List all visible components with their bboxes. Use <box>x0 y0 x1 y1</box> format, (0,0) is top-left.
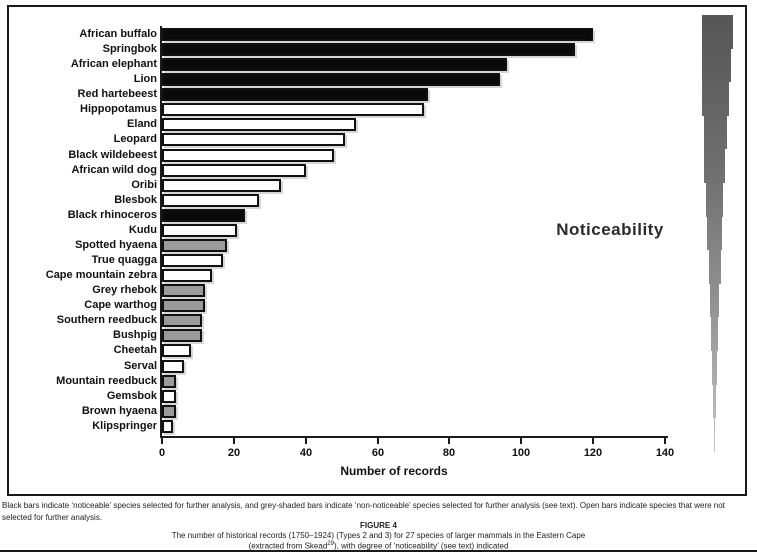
x-tick-label-20: 20 <box>227 447 241 459</box>
bar-klipspringer <box>162 420 173 433</box>
figure-border-box <box>7 5 747 496</box>
category-label-southern-reedbuck: Southern reedbuck <box>56 314 157 326</box>
caption-line2: (extracted from Skead29), with degree of… <box>0 541 757 551</box>
bar-bushpig <box>162 329 202 342</box>
bar-southern-reedbuck <box>162 314 202 327</box>
bar-gemsbok <box>162 390 176 403</box>
bar-black-wildebeest <box>162 149 334 162</box>
bar-eland <box>162 118 356 131</box>
x-tick-label-40: 40 <box>299 447 313 459</box>
x-tick-label-80: 80 <box>442 447 456 459</box>
y-axis-line <box>160 26 162 438</box>
bar-kudu <box>162 224 237 237</box>
bar-hippopotamus <box>162 103 424 116</box>
category-label-african-elephant: African elephant <box>70 58 157 70</box>
x-tick-label-60: 60 <box>371 447 385 459</box>
caption-line1: The number of historical records (1750–1… <box>171 531 586 540</box>
figure-label: FIGURE 4 <box>360 521 397 530</box>
category-label-klipspringer: Klipspringer <box>92 420 157 432</box>
category-label-bushpig: Bushpig <box>113 329 157 341</box>
x-tick-80 <box>448 438 450 444</box>
category-label-cape-warthog: Cape warthog <box>84 299 157 311</box>
category-label-black-rhinoceros: Black rhinoceros <box>67 209 157 221</box>
bar-blesbok <box>162 194 259 207</box>
x-tick-120 <box>592 438 594 444</box>
x-axis-line <box>160 436 668 438</box>
category-label-grey-rhebok: Grey rhebok <box>92 284 157 296</box>
bar-lion <box>162 73 500 86</box>
x-tick-label-140: 140 <box>655 447 675 459</box>
bar-cheetah <box>162 344 191 357</box>
category-label-gemsbok: Gemsbok <box>106 390 157 402</box>
bar-cape-mountain-zebra <box>162 269 212 282</box>
bar-leopard <box>162 133 345 146</box>
bar-oribi <box>162 179 281 192</box>
category-label-cheetah: Cheetah <box>113 344 157 356</box>
category-label-leopard: Leopard <box>113 133 157 145</box>
caption-note: Black bars indicate ‘noticeable’ species… <box>2 501 725 522</box>
bar-red-hartebeest <box>162 88 428 101</box>
bar-african-elephant <box>162 58 507 71</box>
x-tick-label-120: 120 <box>583 447 603 459</box>
x-tick-20 <box>233 438 235 444</box>
caption-line2-text: (extracted from Skead <box>248 541 328 551</box>
bar-spotted-hyaena <box>162 239 227 252</box>
bottom-rule <box>0 550 757 552</box>
x-tick-label-0: 0 <box>158 447 166 459</box>
bar-mountain-reedbuck <box>162 375 176 388</box>
x-tick-40 <box>305 438 307 444</box>
category-label-african-buffalo: African buffalo <box>79 28 157 40</box>
bar-springbok <box>162 43 575 56</box>
category-label-red-hartebeest: Red hartebeest <box>77 88 157 100</box>
noticeability-label: Noticeability <box>556 220 664 239</box>
x-tick-60 <box>377 438 379 444</box>
category-label-black-wildebeest: Black wildebeest <box>68 149 157 161</box>
category-label-hippopotamus: Hippopotamus <box>80 103 157 115</box>
caption-line2-text-end: ), with degree of ‘noticeability’ (see t… <box>333 541 509 551</box>
category-label-serval: Serval <box>123 360 157 372</box>
category-label-oribi: Oribi <box>131 179 157 191</box>
bar-serval <box>162 360 184 373</box>
bar-true-quagga <box>162 254 223 267</box>
caption-reference-superscript: 29 <box>327 541 334 547</box>
bar-grey-rhebok <box>162 284 205 297</box>
category-label-blesbok: Blesbok <box>114 194 157 206</box>
category-label-springbok: Springbok <box>102 43 157 55</box>
bar-african-wild-dog <box>162 164 306 177</box>
x-tick-100 <box>520 438 522 444</box>
bar-brown-hyaena <box>162 405 176 418</box>
category-label-cape-mountain-zebra: Cape mountain zebra <box>45 269 157 281</box>
x-tick-label-100: 100 <box>511 447 531 459</box>
category-label-lion: Lion <box>133 73 157 85</box>
category-label-eland: Eland <box>127 118 157 130</box>
bar-cape-warthog <box>162 299 205 312</box>
category-label-kudu: Kudu <box>128 224 157 236</box>
x-tick-0 <box>161 438 163 444</box>
category-label-brown-hyaena: Brown hyaena <box>81 405 157 417</box>
bar-african-buffalo <box>162 28 593 41</box>
bar-black-rhinoceros <box>162 209 245 222</box>
category-label-mountain-reedbuck: Mountain reedbuck <box>56 375 157 387</box>
x-axis-title: Number of records <box>340 464 448 478</box>
category-label-spotted-hyaena: Spotted hyaena <box>75 239 157 251</box>
x-tick-140 <box>664 438 666 444</box>
category-label-african-wild-dog: African wild dog <box>71 164 157 176</box>
category-label-true-quagga: True quagga <box>91 254 157 266</box>
